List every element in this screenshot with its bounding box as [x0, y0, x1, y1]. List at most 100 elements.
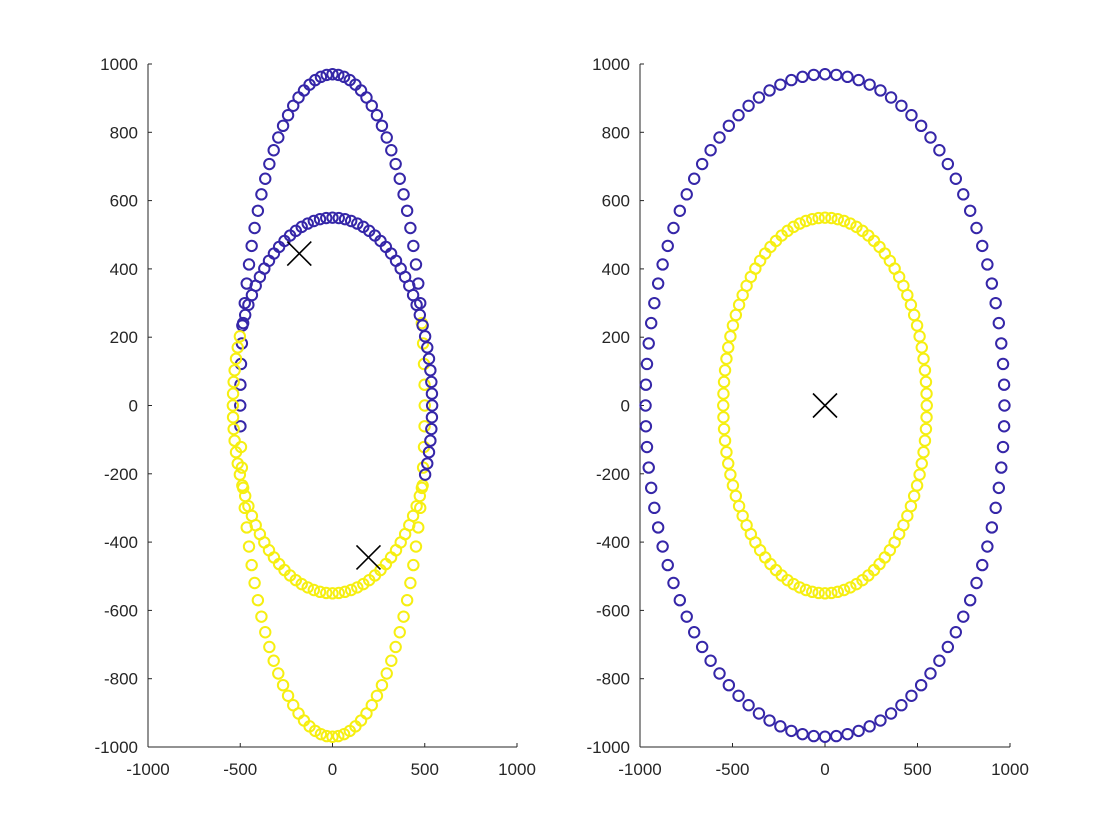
data-point-cluster-1: [370, 109, 384, 122]
data-point-cluster-2: [717, 375, 731, 389]
data-point-cluster-1: [796, 70, 809, 84]
data-point-cluster-1: [752, 707, 766, 720]
y-tick-label: 0: [621, 397, 630, 416]
data-point-cluster-1: [863, 720, 876, 733]
data-point-cluster-1: [255, 188, 268, 201]
data-point-cluster-1: [248, 221, 261, 235]
data-point-cluster-1: [661, 558, 674, 572]
centroid-marker: [286, 240, 312, 267]
data-point-cluster-1: [648, 501, 661, 515]
data-point-cluster-1: [424, 434, 437, 447]
data-point-cluster-1: [949, 626, 963, 639]
data-point-cluster-2: [722, 341, 735, 354]
data-point-cluster-2: [825, 211, 838, 225]
data-point-cluster-1: [639, 378, 653, 391]
data-point-cluster-2: [806, 585, 819, 599]
data-point-cluster-1: [400, 204, 414, 217]
centroid-marker: [812, 392, 838, 419]
data-point-cluster-2: [917, 352, 930, 365]
data-point-cluster-1: [722, 678, 736, 692]
data-point-cluster-2: [724, 330, 737, 343]
data-point-cluster-2: [263, 640, 276, 654]
data-point-cluster-1: [644, 481, 658, 495]
data-point-cluster-2: [787, 577, 800, 591]
data-point-cluster-1: [695, 640, 709, 654]
data-point-cluster-1: [830, 68, 843, 82]
data-point-cluster-2: [255, 610, 268, 623]
data-point-cluster-2: [248, 576, 261, 590]
data-point-cluster-2: [831, 212, 844, 226]
data-point-cluster-2: [375, 678, 389, 692]
data-point-cluster-1: [704, 654, 717, 667]
centroid-stroke: [812, 392, 838, 419]
data-point-cluster-1: [242, 298, 255, 312]
data-point-cluster-1: [732, 109, 745, 122]
x-tick-label: 500: [903, 760, 931, 779]
data-point-cluster-1: [344, 214, 358, 228]
data-point-cluster-2: [920, 387, 933, 400]
data-point-cluster-1: [301, 217, 314, 230]
data-point-cluster-1: [425, 375, 438, 389]
data-point-cluster-2: [722, 457, 735, 470]
data-point-cluster-1: [640, 440, 654, 454]
data-point-cluster-1: [673, 594, 687, 607]
data-point-cluster-1: [326, 211, 339, 224]
data-point-cluster-1: [389, 157, 402, 171]
data-point-cluster-2: [320, 586, 333, 600]
data-point-cluster-1: [332, 211, 345, 225]
data-point-cluster-2: [717, 387, 730, 400]
data-point-cluster-1: [933, 144, 946, 157]
data-point-cluster-2: [228, 364, 241, 377]
data-point-cluster-2: [729, 489, 743, 503]
data-point-cluster-1: [397, 188, 410, 201]
data-point-cluster-1: [941, 157, 955, 171]
data-point-cluster-1: [992, 316, 1006, 330]
data-point-cluster-2: [292, 707, 305, 720]
data-point-cluster-2: [793, 217, 806, 230]
data-point-cluster-2: [907, 489, 921, 503]
data-point-cluster-1: [695, 157, 709, 171]
x-tick-label: 1000: [498, 760, 536, 779]
data-point-cluster-1: [272, 131, 285, 144]
x-tick-label: -500: [715, 760, 749, 779]
data-point-cluster-1: [976, 239, 989, 253]
data-point-cluster-1: [320, 211, 333, 225]
centroid-marker: [355, 544, 382, 571]
data-point-cluster-2: [385, 654, 398, 667]
data-point-cluster-1: [905, 109, 918, 122]
data-point-cluster-1: [234, 420, 247, 433]
data-point-cluster-1: [818, 68, 832, 81]
data-point-cluster-1: [732, 689, 745, 702]
data-point-cluster-2: [920, 399, 933, 412]
data-point-cluster-1: [422, 446, 436, 459]
data-point-cluster-1: [924, 667, 937, 680]
data-point-cluster-1: [409, 258, 423, 271]
data-point-cluster-2: [799, 583, 813, 597]
data-point-cluster-2: [229, 352, 243, 365]
data-point-cluster-2: [314, 727, 328, 741]
data-point-cluster-1: [245, 239, 258, 253]
data-point-cluster-1: [985, 521, 999, 534]
y-tick-label: -200: [104, 465, 138, 484]
data-point-cluster-2: [295, 577, 308, 591]
data-point-cluster-2: [226, 399, 240, 412]
data-point-cluster-2: [910, 319, 924, 332]
data-point-cluster-2: [418, 399, 431, 412]
data-point-cluster-2: [245, 558, 258, 572]
data-point-cluster-1: [957, 188, 970, 201]
data-point-cluster-1: [949, 172, 963, 185]
data-point-cluster-1: [981, 540, 994, 553]
data-point-cluster-1: [763, 714, 776, 727]
data-point-cluster-1: [914, 678, 928, 692]
data-point-cluster-2: [919, 422, 933, 436]
data-point-cluster-2: [313, 585, 327, 599]
y-tick-label: 600: [110, 192, 138, 211]
data-point-cluster-1: [989, 501, 1002, 515]
data-point-cluster-1: [425, 399, 439, 412]
data-point-cluster-1: [963, 204, 977, 217]
y-tick-label: 1000: [592, 55, 630, 74]
centroid-stroke: [286, 240, 312, 267]
data-point-cluster-2: [920, 411, 933, 424]
data-point-cluster-2: [818, 211, 832, 224]
y-tick-label: 1000: [100, 55, 138, 74]
